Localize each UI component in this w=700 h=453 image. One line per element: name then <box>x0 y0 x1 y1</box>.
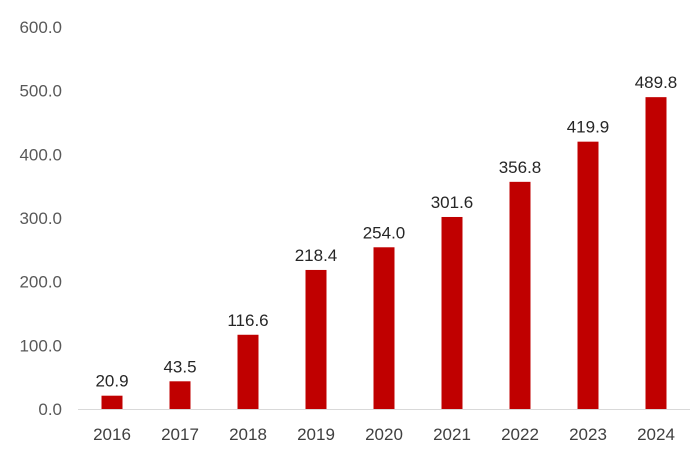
y-tick-label: 400.0 <box>19 145 62 164</box>
data-label-2018: 116.6 <box>227 311 268 330</box>
x-tick-label-2024: 2024 <box>637 425 675 444</box>
y-axis-tick-labels: 0.0 100.0 200.0 300.0 400.0 500.0 600.0 <box>19 18 62 419</box>
data-label-2020: 254.0 <box>363 223 406 242</box>
bars-group <box>101 97 667 409</box>
x-tick-label-2018: 2018 <box>229 425 267 444</box>
x-tick-label-2023: 2023 <box>569 425 607 444</box>
x-tick-label-2021: 2021 <box>433 425 471 444</box>
x-tick-label-2016: 2016 <box>93 425 131 444</box>
y-tick-label: 0.0 <box>38 400 62 419</box>
data-label-2022: 356.8 <box>499 158 542 177</box>
bar-2019 <box>305 269 327 409</box>
data-label-2017: 43.5 <box>163 357 196 376</box>
bar-2016 <box>101 395 123 409</box>
data-label-2023: 419.9 <box>567 118 610 137</box>
bar-2024 <box>645 97 667 409</box>
data-label-2019: 218.4 <box>295 246 338 265</box>
bar-2022 <box>509 181 531 409</box>
x-tick-label-2022: 2022 <box>501 425 539 444</box>
data-label-2024: 489.8 <box>635 73 678 92</box>
y-tick-label: 200.0 <box>19 273 62 292</box>
bar-2020 <box>373 247 395 409</box>
x-axis-tick-labels: 2016 2017 2018 2019 2020 2021 2022 2023 2024 <box>93 425 675 444</box>
bar-2021 <box>441 216 463 409</box>
data-label-2016: 20.9 <box>95 372 128 391</box>
bar-2018 <box>237 334 259 409</box>
bar-2017 <box>169 381 191 409</box>
y-tick-label: 500.0 <box>19 82 62 101</box>
x-tick-label-2017: 2017 <box>161 425 199 444</box>
y-tick-label: 300.0 <box>19 209 62 228</box>
data-labels-group: 20.9 43.5 116.6 218.4 254.0 301.6 356.8 419.9 48… <box>95 73 677 391</box>
bar-2023 <box>577 141 599 409</box>
y-tick-label: 600.0 <box>19 18 62 37</box>
data-label-2021: 301.6 <box>431 193 474 212</box>
x-tick-label-2020: 2020 <box>365 425 403 444</box>
y-tick-label: 100.0 <box>19 336 62 355</box>
x-tick-label-2019: 2019 <box>297 425 335 444</box>
